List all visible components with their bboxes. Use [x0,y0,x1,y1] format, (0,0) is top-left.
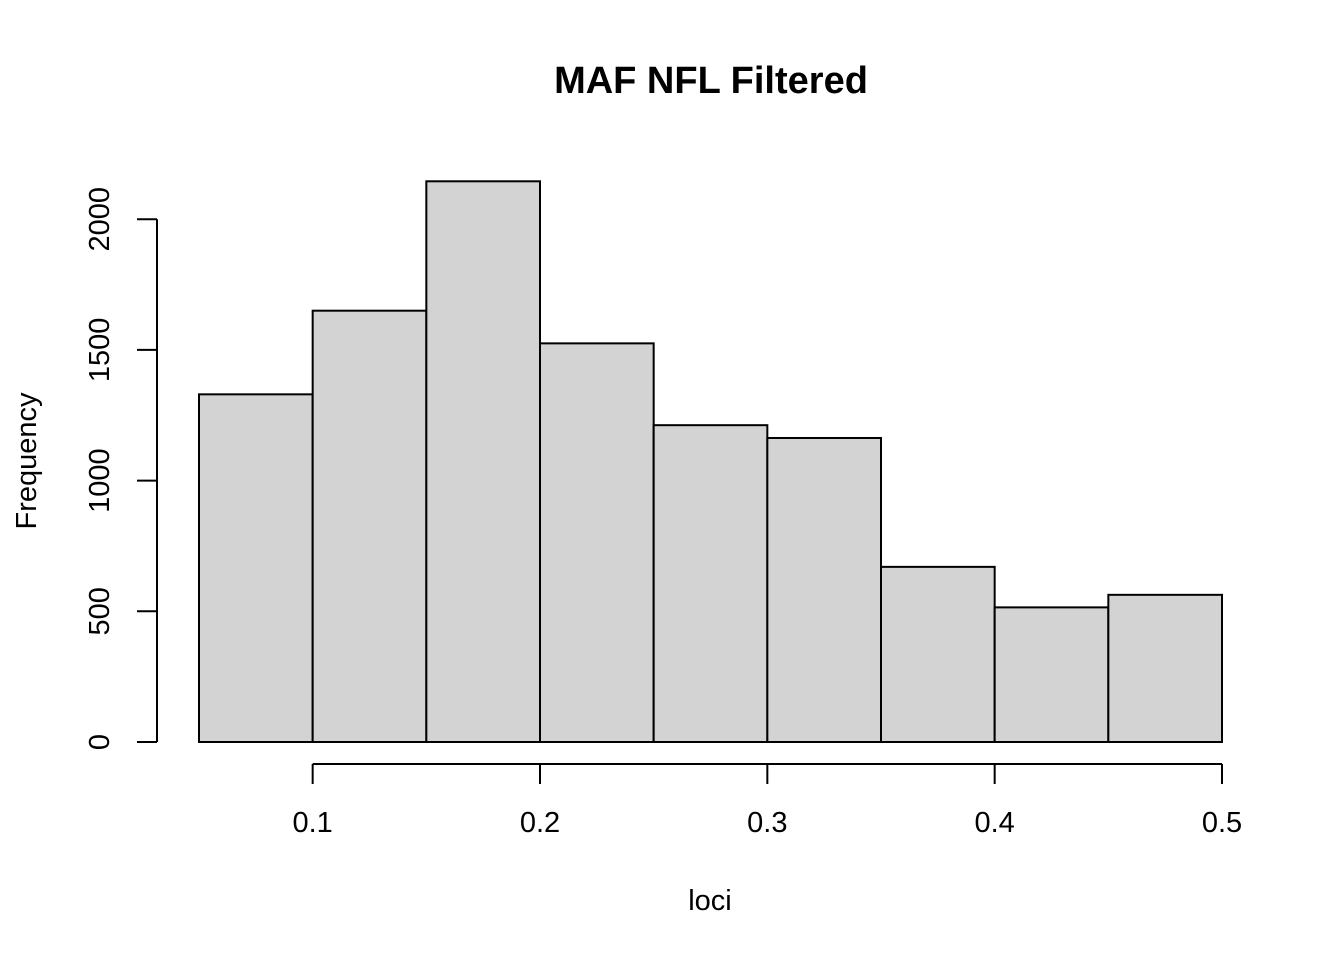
histogram-bar-6 [766,436,882,743]
histogram-bar-7 [880,565,996,743]
histogram-bar-4 [539,342,655,743]
y-tick-label-0: 0 [84,734,116,750]
y-tick-label-2000: 2000 [84,187,116,252]
x-tick-label-0.5: 0.5 [1202,807,1242,839]
histogram-bar-8 [993,606,1110,744]
bars-group [198,180,1224,744]
x-tick-label-0.3: 0.3 [747,807,787,839]
x-axis-label: loci [688,885,732,917]
x-tick-label-0.2: 0.2 [520,807,560,839]
y-tick-label-1000: 1000 [84,448,116,513]
histogram-bar-5 [652,424,769,743]
x-tick-label-0.4: 0.4 [975,807,1015,839]
x-axis: 0.1 0.2 0.3 0.4 0.5 [293,763,1242,839]
chart-title: MAF NFL Filtered [554,60,868,102]
histogram-bar-3 [425,180,542,743]
histogram-bar-1 [198,393,314,743]
histogram-bar-9 [1107,593,1224,743]
y-axis-label: Frequency [11,392,43,530]
y-tick-label-500: 500 [84,587,116,635]
y-tick-label-1500: 1500 [84,318,116,383]
y-axis: 0 500 1000 1500 2000 [84,187,158,750]
histogram-bar-2 [311,309,428,743]
x-tick-label-0.1: 0.1 [293,807,333,839]
